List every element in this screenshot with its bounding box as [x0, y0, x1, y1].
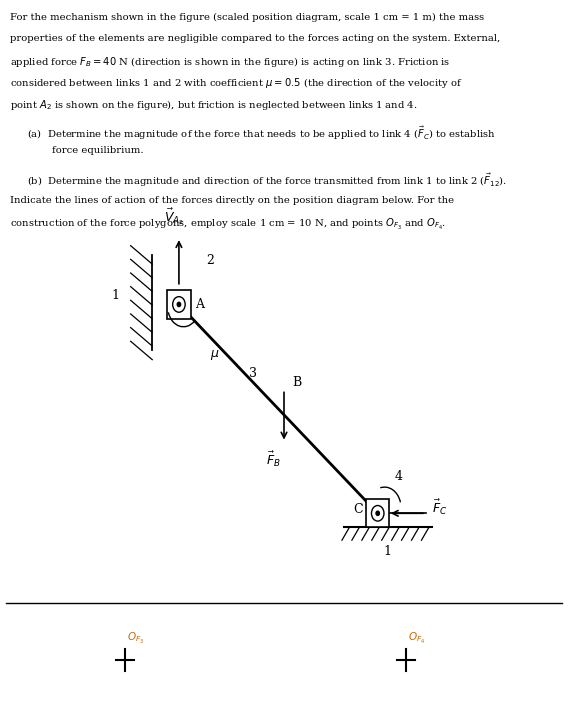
Text: 1: 1	[383, 545, 392, 558]
Text: $\mu$: $\mu$	[210, 348, 220, 362]
Bar	[167, 290, 191, 319]
Circle shape	[177, 302, 181, 307]
Text: 1: 1	[111, 289, 119, 302]
Text: (b)  Determine the magnitude and direction of the force transmitted from link 1 : (b) Determine the magnitude and directio…	[27, 171, 507, 189]
Text: properties of the elements are negligible compared to the forces acting on the s: properties of the elements are negligibl…	[10, 34, 500, 43]
Text: $O_{F_4}$: $O_{F_4}$	[408, 631, 425, 646]
Text: 2: 2	[206, 254, 214, 267]
Text: considered between links 1 and 2 with coefficient $\mu = 0.5$ (the direction of : considered between links 1 and 2 with co…	[10, 76, 463, 91]
Text: C: C	[353, 503, 362, 516]
Bar	[366, 499, 389, 527]
Text: applied force $F_B = 40$ N (direction is shown in the figure) is acting on link : applied force $F_B = 40$ N (direction is…	[10, 55, 450, 69]
Text: For the mechanism shown in the figure (scaled position diagram, scale 1 cm = 1 m: For the mechanism shown in the figure (s…	[10, 13, 485, 22]
Circle shape	[173, 297, 185, 312]
Text: A: A	[195, 298, 204, 311]
Text: $\vec{V}_{A_2}$: $\vec{V}_{A_2}$	[164, 207, 185, 227]
Text: 4: 4	[395, 470, 403, 483]
Text: (a)  Determine the magnitude of the force that needs to be applied to link 4 ($\: (a) Determine the magnitude of the force…	[27, 125, 496, 142]
Text: $\vec{F}_C$: $\vec{F}_C$	[432, 498, 447, 518]
Text: B: B	[293, 376, 302, 389]
Text: $O_{F_3}$: $O_{F_3}$	[127, 631, 144, 646]
Text: 3: 3	[249, 367, 257, 379]
Circle shape	[376, 511, 379, 515]
Text: Indicate the lines of action of the forces directly on the position diagram belo: Indicate the lines of action of the forc…	[10, 196, 454, 205]
Text: $\vec{F}_B$: $\vec{F}_B$	[266, 450, 281, 469]
Circle shape	[371, 506, 384, 521]
Text: construction of the force polygons, employ scale 1 cm = 10 N, and points $O_{F_3: construction of the force polygons, empl…	[10, 217, 446, 232]
Text: force equilibrium.: force equilibrium.	[52, 146, 144, 155]
Text: point $A_2$ is shown on the figure), but friction is neglected between links 1 a: point $A_2$ is shown on the figure), but…	[10, 98, 418, 112]
